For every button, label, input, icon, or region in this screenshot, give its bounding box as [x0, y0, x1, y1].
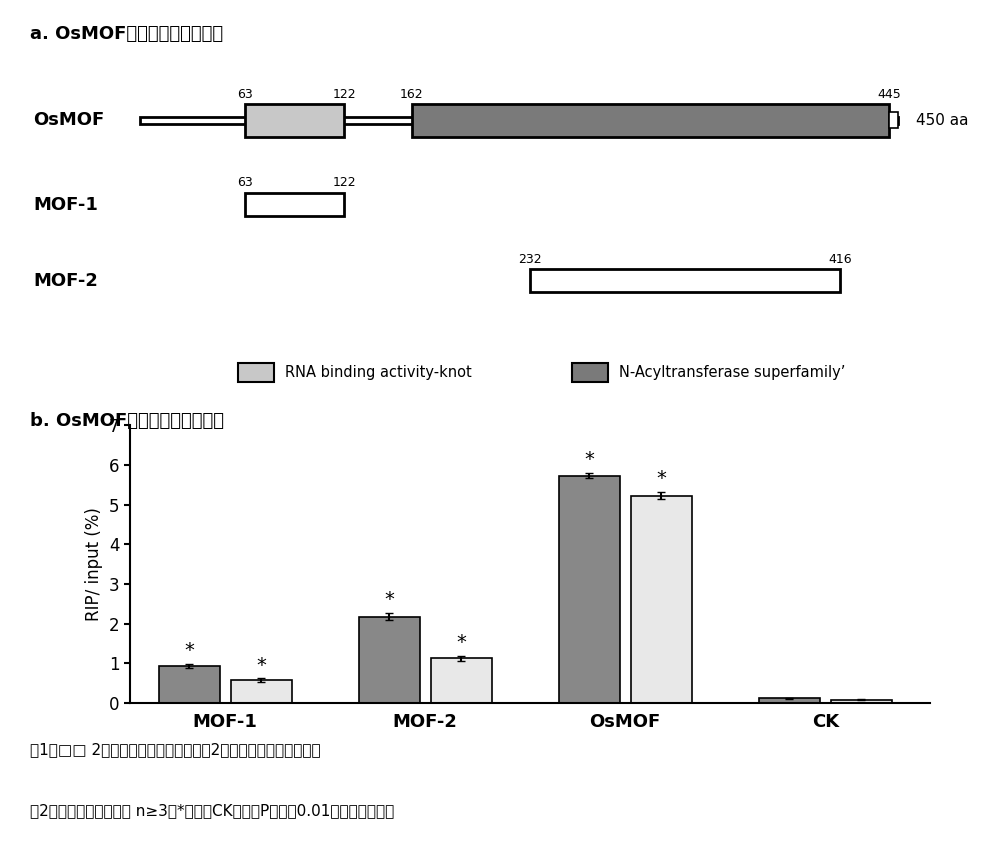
Text: 注1：□□ 2个柱形，代表每组实验使用2组独立的引物系统验证。: 注1：□□ 2个柱形，代表每组实验使用2组独立的引物系统验证。 — [30, 742, 321, 757]
Text: *: * — [184, 641, 194, 661]
Bar — [831, 700, 892, 703]
Text: OsMOF: OsMOF — [34, 111, 105, 129]
Bar — [359, 616, 420, 703]
Bar — [412, 104, 889, 136]
Text: N-Acyltransferase superfamily’: N-Acyltransferase superfamily’ — [619, 365, 846, 380]
Bar — [759, 699, 820, 703]
Text: 162: 162 — [400, 88, 424, 101]
Text: a. OsMOF蛋白功能域验证位置: a. OsMOF蛋白功能域验证位置 — [30, 25, 223, 43]
Text: 63: 63 — [237, 176, 253, 189]
Text: *: * — [384, 590, 394, 609]
Text: 注2：每组数据实验重复 n≥3；*代表和CK比较，P值小于0.01的显著性差异。: 注2：每组数据实验重复 n≥3；*代表和CK比较，P值小于0.01的显著性差异。 — [30, 803, 394, 818]
Text: 416: 416 — [829, 253, 852, 266]
Text: MOF-2: MOF-2 — [34, 272, 98, 290]
Text: 122: 122 — [332, 88, 356, 101]
Bar — [889, 113, 898, 128]
Bar — [572, 363, 608, 382]
Text: RNA binding activity-knot: RNA binding activity-knot — [285, 365, 472, 380]
Text: 232: 232 — [518, 253, 542, 266]
Text: b. OsMOF功能域功能活性分析: b. OsMOF功能域功能活性分析 — [30, 412, 224, 431]
Text: *: * — [656, 470, 666, 489]
Bar — [245, 193, 344, 216]
Bar — [431, 658, 492, 703]
Text: 122: 122 — [332, 176, 356, 189]
Bar — [231, 680, 292, 703]
Text: *: * — [584, 450, 594, 469]
Bar — [631, 496, 692, 703]
Text: 63: 63 — [237, 88, 253, 101]
Bar — [238, 363, 274, 382]
Y-axis label: RIP/ input (%): RIP/ input (%) — [85, 507, 103, 621]
Bar — [140, 116, 898, 124]
Bar — [245, 104, 344, 136]
Text: *: * — [456, 633, 466, 652]
Text: 450 aa: 450 aa — [916, 113, 968, 128]
Text: *: * — [256, 655, 266, 674]
Bar — [559, 476, 620, 703]
Text: MOF-1: MOF-1 — [34, 195, 98, 214]
Bar — [159, 666, 220, 703]
Text: 445: 445 — [877, 88, 901, 101]
Bar — [530, 269, 840, 293]
